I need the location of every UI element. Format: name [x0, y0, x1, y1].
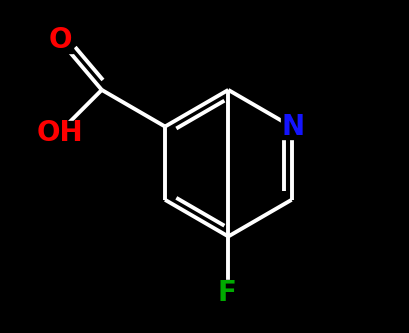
Bar	[213, 280, 239, 306]
Bar	[280, 114, 305, 139]
Text: OH: OH	[37, 119, 83, 147]
Text: F: F	[217, 279, 236, 307]
Text: N: N	[281, 113, 304, 141]
Bar	[47, 27, 73, 53]
Text: O: O	[48, 26, 72, 54]
Bar	[42, 121, 78, 146]
